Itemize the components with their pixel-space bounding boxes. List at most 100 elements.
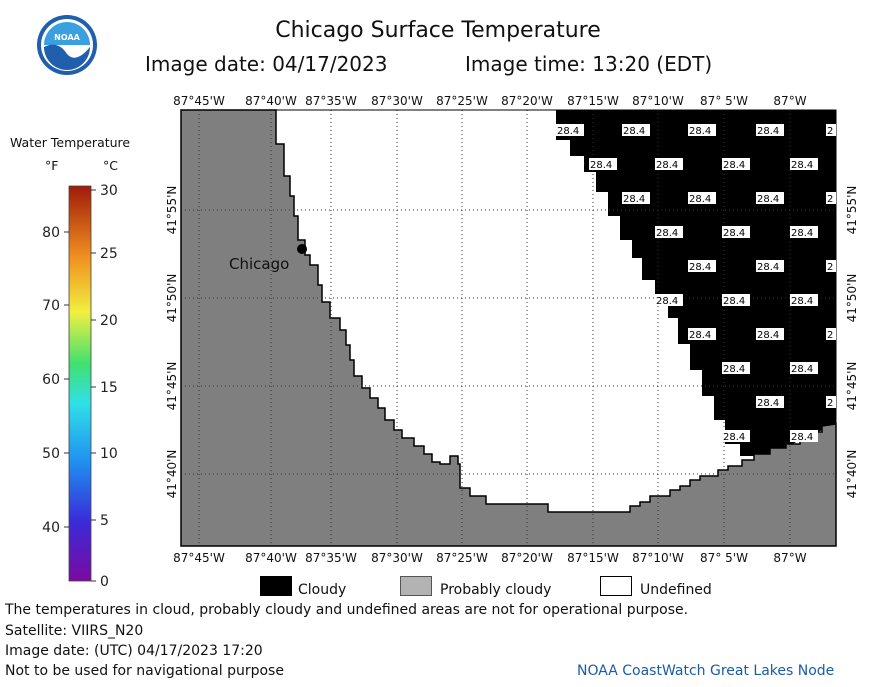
- lat-label-left: 41°40'N: [165, 450, 179, 499]
- lon-label-bottom: 87°40'W: [245, 551, 297, 565]
- cloud-value-label: 28.4: [757, 126, 779, 137]
- cloud-value-box: [589, 158, 617, 170]
- cloud-value-label: 28.4: [623, 126, 645, 137]
- cloud-value-box: [556, 124, 584, 136]
- c-tick-label: 5: [100, 513, 109, 529]
- cloud-value-box: [826, 124, 836, 136]
- cloud-value-label: 28.4: [757, 330, 779, 341]
- cloud-value-label: 2: [827, 262, 833, 273]
- cloud-value-label: 2: [827, 398, 833, 409]
- legend-swatch-probably-cloudy: [400, 576, 432, 596]
- cloud-value-box: [756, 396, 784, 408]
- cloud-value-box: [826, 192, 836, 204]
- city-label: Chicago: [229, 255, 289, 273]
- map: 28.4 28.4 28.4 28.4 2 28.4 28.4 28.4 28.4 28.4 28.…: [165, 94, 859, 565]
- cloud-value-box: [756, 124, 784, 136]
- cloud-value-label: 28.4: [656, 160, 678, 171]
- c-tick-label: 20: [100, 313, 118, 329]
- cloud-value-label: 28.4: [557, 126, 579, 137]
- legend-unit-c: °C: [103, 158, 118, 173]
- cloud-value-box: [722, 362, 750, 374]
- cloud-value-box: [756, 260, 784, 272]
- lat-label-right: 41°55'N: [845, 186, 859, 235]
- cloud-value-label: 28.4: [723, 364, 745, 375]
- chicago-marker: [297, 244, 307, 254]
- cloud-value-box: [790, 294, 818, 306]
- lon-label-top: 87°40'W: [245, 94, 297, 108]
- cloud-value-box: [722, 430, 750, 442]
- cloud-value-label: 28.4: [656, 228, 678, 239]
- cloud-value-box: [655, 294, 683, 306]
- f-tick-label: 70: [42, 298, 60, 314]
- cloud-value-box: [688, 124, 716, 136]
- noaa-logo: NOAA: [37, 15, 97, 75]
- legend-label-cloudy: Cloudy: [298, 582, 347, 598]
- cloud-value-label: 28.4: [757, 194, 779, 205]
- lon-label-bottom: 87°10'W: [632, 551, 684, 565]
- legend-label-undefined: Undefined: [640, 582, 712, 598]
- cloud-value-label: 28.4: [791, 364, 813, 375]
- cloud-value-box: [722, 226, 750, 238]
- legend-swatch-undefined: [600, 576, 632, 596]
- c-tick-label: 0: [100, 574, 109, 590]
- image-time: Image time: 13:20 (EDT): [465, 52, 713, 76]
- legend-unit-f: °F: [45, 158, 59, 173]
- cloud-value-label: 28.4: [791, 296, 813, 307]
- cloud-value-label: 28.4: [623, 194, 645, 205]
- cloud-value-label: 28.4: [791, 432, 813, 443]
- cloud-value-label: 28.4: [723, 160, 745, 171]
- page-title: Chicago Surface Temperature: [275, 18, 601, 43]
- c-tick-label: 25: [100, 246, 118, 262]
- footer-credit: NOAA CoastWatch Great Lakes Node: [577, 663, 835, 679]
- cloud-value-label: 28.4: [723, 228, 745, 239]
- cloud-value-box: [790, 430, 818, 442]
- cloud-value-label: 2: [827, 194, 833, 205]
- legend-label-probably-cloudy: Probably cloudy: [440, 582, 552, 598]
- cloud-value-box: [622, 124, 650, 136]
- c-tick-label: 30: [100, 183, 118, 199]
- cloud-value-label: 28.4: [757, 398, 779, 409]
- cloud-value-label: 28.4: [791, 160, 813, 171]
- footer-utc-date: Image date: (UTC) 04/17/2023 17:20: [5, 643, 263, 659]
- f-tick-label: 40: [42, 520, 60, 536]
- lon-label-top: 87°10'W: [632, 94, 684, 108]
- lon-label-top: 87°20'W: [501, 94, 553, 108]
- cloud-value-box: [688, 192, 716, 204]
- cloud-value-box: [826, 260, 836, 272]
- lon-label-top: 87°15'W: [567, 94, 619, 108]
- cloud-value-box: [655, 158, 683, 170]
- cloud-value-label: 2: [827, 126, 833, 137]
- cloud-value-box: [655, 226, 683, 238]
- lon-label-top: 87°25'W: [436, 94, 488, 108]
- cloud-value-box: [622, 192, 650, 204]
- lon-label-bottom: 87°35'W: [305, 551, 357, 565]
- lon-label-top: 87°45'W: [173, 94, 225, 108]
- legend-title: Water Temperature: [10, 135, 131, 150]
- c-tick-label: 10: [100, 446, 118, 462]
- legend-swatch-cloudy: [260, 576, 292, 596]
- lat-label-left: 41°45'N: [165, 362, 179, 411]
- cloud-value-label: 28.4: [689, 126, 711, 137]
- cloud-value-box: [790, 226, 818, 238]
- lat-label-left: 41°50'N: [165, 274, 179, 323]
- f-tick-label: 50: [42, 446, 60, 462]
- cloud-value-label: 28.4: [757, 262, 779, 273]
- lat-label-left: 41°55'N: [165, 186, 179, 235]
- cloud-value-label: 28.4: [689, 330, 711, 341]
- cloud-value-label: 28.4: [656, 296, 678, 307]
- cloud-value-box: [790, 362, 818, 374]
- cloud-value-label: 28.4: [689, 194, 711, 205]
- lon-label-top: 87°30'W: [371, 94, 423, 108]
- cloud-value-label: 28.4: [723, 296, 745, 307]
- cloud-value-box: [722, 158, 750, 170]
- cloud-value-label: 2: [827, 330, 833, 341]
- lon-label-bottom: 87°20'W: [501, 551, 553, 565]
- cloud-value-label: 28.4: [791, 228, 813, 239]
- lon-label-top: 87° 5'W: [700, 94, 748, 108]
- c-tick-label: 15: [100, 380, 118, 396]
- cloud-value-box: [756, 192, 784, 204]
- lon-label-bottom: 87°15'W: [567, 551, 619, 565]
- footer-note: The temperatures in cloud, probably clou…: [5, 602, 689, 618]
- lon-label-top: 87°35'W: [305, 94, 357, 108]
